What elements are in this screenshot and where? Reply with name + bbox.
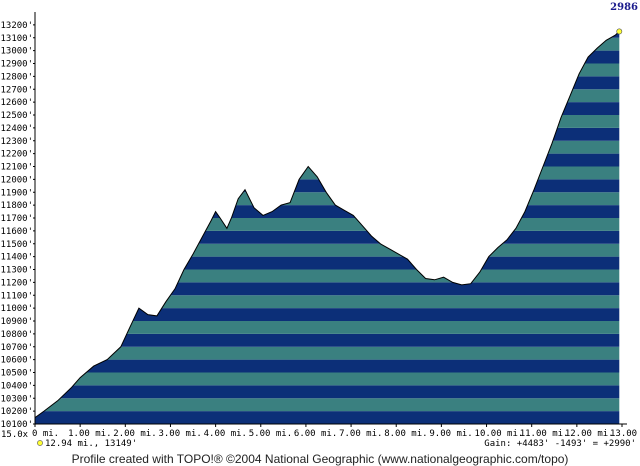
y-tick-label: 10700' <box>0 343 33 353</box>
elevation-band <box>35 372 620 386</box>
elevation-band <box>35 12 622 25</box>
x-tick-label: 13.00 mi. <box>610 429 640 439</box>
y-tick-label: 11900' <box>0 188 33 198</box>
x-tick-label: 2.00 mi. <box>113 429 156 439</box>
y-tick-label: 10800' <box>0 330 33 340</box>
x-tick-label: 10.00 mi. <box>475 429 524 439</box>
elevation-band <box>35 205 620 218</box>
x-tick-label: 3.00 mi. <box>158 429 201 439</box>
y-tick-label: 13100' <box>0 34 33 44</box>
top-right-value: 2986 <box>610 2 638 13</box>
y-tick-label: 12900' <box>0 60 33 70</box>
y-tick-label: 12300' <box>0 137 33 147</box>
y-axis-ticks: 10100' 10200' 10300' 10400' 10500' 10600' 1070… <box>0 21 35 430</box>
elevation-band <box>35 76 620 90</box>
elevation-band <box>35 166 620 180</box>
y-tick-label: 10600' <box>0 356 33 366</box>
elevation-band <box>35 385 620 399</box>
y-tick-label: 11200' <box>0 278 33 288</box>
x-tick-label: 4.00 mi. <box>204 429 247 439</box>
cursor-readout: 12.94 mi., 13149' <box>45 439 137 449</box>
elevation-area <box>35 12 622 424</box>
y-tick-label: 12600' <box>0 98 33 108</box>
elevation-band <box>35 63 620 77</box>
y-tick-label: 10100' <box>0 420 33 430</box>
elevation-band <box>35 127 620 141</box>
x-tick-label: 1.00 mi. <box>68 429 111 439</box>
y-tick-label: 10500' <box>0 369 33 379</box>
y-tick-label: 12700' <box>0 85 33 95</box>
elevation-band <box>35 50 620 64</box>
footer-credit: Profile created with TOPO!® ©2004 Nation… <box>72 452 569 466</box>
x-tick-label: 0 mi. <box>32 429 59 439</box>
y-tick-label: 11000' <box>0 304 33 314</box>
elevation-band <box>35 89 620 103</box>
cursor-marker-icon <box>37 440 43 446</box>
elevation-band <box>35 398 620 412</box>
x-tick-label: 11.00 mi. <box>520 429 569 439</box>
y-tick-label: 11800' <box>0 201 33 211</box>
elevation-band <box>35 411 620 424</box>
y-tick-label: 12500' <box>0 111 33 121</box>
y-tick-label: 11500' <box>0 240 33 250</box>
y-tick-label: 11100' <box>0 291 33 301</box>
elevation-band <box>35 115 620 128</box>
elevation-band <box>35 153 620 167</box>
y-tick-label: 10200' <box>0 407 33 417</box>
elevation-profile-line <box>34 31 620 419</box>
elevation-band <box>35 230 620 244</box>
elevation-band <box>35 102 620 115</box>
y-tick-label: 12800' <box>0 72 33 82</box>
elevation-band <box>35 31 620 38</box>
y-tick-label: 10400' <box>0 381 33 391</box>
x-tick-label: 7.00 mi. <box>339 429 382 439</box>
y-tick-label: 11400' <box>0 253 33 263</box>
y-tick-label: 10900' <box>0 317 33 327</box>
x-tick-label: 6.00 mi. <box>294 429 337 439</box>
y-tick-label: 12200' <box>0 150 33 160</box>
elevation-band <box>35 295 620 309</box>
x-tick-label: 5.00 mi. <box>249 429 292 439</box>
elevation-band <box>35 321 620 334</box>
y-tick-label: 12400' <box>0 124 33 134</box>
end-point-marker <box>616 28 623 35</box>
gain-readout: Gain: +4483' -1493' = +2990' <box>484 439 636 449</box>
y-tick-label: 11600' <box>0 227 33 237</box>
x-tick-label: 12.00 mi. <box>565 429 614 439</box>
y-tick-label: 11300' <box>0 266 33 276</box>
elevation-band <box>35 243 620 257</box>
elevation-band <box>35 333 620 347</box>
elevation-band <box>35 140 620 154</box>
x-tick-label: 8.00 mi. <box>384 429 427 439</box>
elevation-band <box>35 359 620 373</box>
elevation-band <box>35 37 620 51</box>
elevation-band <box>35 192 620 206</box>
x-unit-label: 15.0x <box>1 430 29 440</box>
y-tick-label: 13200' <box>0 21 33 31</box>
elevation-band <box>35 346 620 360</box>
y-tick-label: 11700' <box>0 214 33 224</box>
y-tick-label: 13000' <box>0 47 33 57</box>
y-tick-label: 10300' <box>0 394 33 404</box>
y-tick-label: 12000' <box>0 175 33 185</box>
elevation-band <box>35 269 620 283</box>
x-tick-label: 9.00 mi. <box>429 429 472 439</box>
x-axis-ticks: 0 mi. 1.00 mi. 2.00 mi. 3.00 mi. 4.00 mi. 5.0… <box>32 424 640 439</box>
elevation-band <box>35 282 620 296</box>
y-tick-label: 12100' <box>0 163 33 173</box>
elevation-band <box>35 218 620 231</box>
elevation-band <box>35 308 620 321</box>
elevation-band <box>35 256 620 270</box>
